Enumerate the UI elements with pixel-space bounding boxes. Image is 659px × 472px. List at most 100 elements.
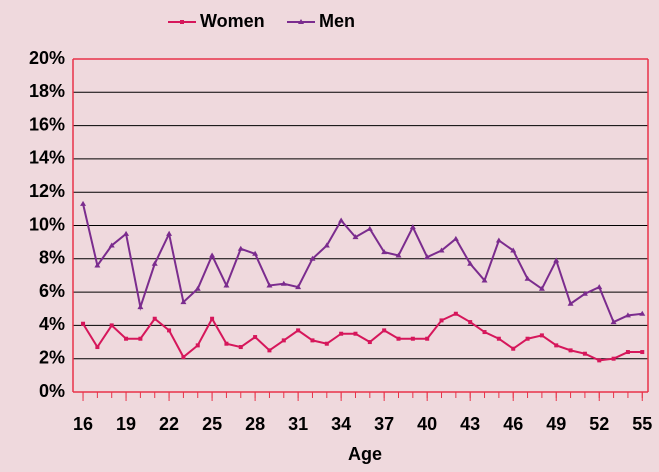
marker xyxy=(352,234,359,240)
marker xyxy=(554,343,559,348)
x-tick-label: 55 xyxy=(632,414,652,434)
marker xyxy=(296,328,301,333)
marker xyxy=(582,351,587,356)
marker xyxy=(396,336,401,341)
marker xyxy=(238,345,243,350)
marker xyxy=(381,249,388,255)
marker xyxy=(424,254,431,260)
marker xyxy=(467,260,474,266)
marker xyxy=(568,348,573,353)
marker xyxy=(167,328,172,333)
marker xyxy=(123,230,130,236)
marker xyxy=(538,285,545,291)
marker xyxy=(94,262,101,268)
x-tick-label: 37 xyxy=(374,414,394,434)
marker xyxy=(151,260,158,266)
marker xyxy=(138,336,143,341)
marker xyxy=(481,277,488,283)
y-tick-label: 14% xyxy=(29,148,65,168)
marker xyxy=(610,319,617,325)
x-axis-label: Age xyxy=(348,444,382,464)
marker xyxy=(210,316,215,321)
marker xyxy=(310,338,315,343)
y-tick-label: 20% xyxy=(29,48,65,68)
y-tick-label: 16% xyxy=(29,114,65,134)
marker xyxy=(295,284,302,290)
x-tick-label: 28 xyxy=(245,414,265,434)
marker xyxy=(439,318,444,323)
marker xyxy=(194,285,201,291)
legend-label: Men xyxy=(319,11,355,31)
y-tick-label: 8% xyxy=(39,248,65,268)
marker xyxy=(525,336,530,341)
y-tick-label: 4% xyxy=(39,314,65,334)
marker xyxy=(281,338,286,343)
marker xyxy=(237,245,244,251)
marker xyxy=(223,282,230,288)
marker xyxy=(410,336,415,341)
marker xyxy=(181,355,186,360)
marker xyxy=(482,330,487,335)
y-tick-label: 18% xyxy=(29,81,65,101)
x-tick-label: 49 xyxy=(546,414,566,434)
marker xyxy=(496,336,501,341)
marker xyxy=(267,348,272,353)
marker xyxy=(195,343,200,348)
marker xyxy=(495,237,502,243)
legend-label: Women xyxy=(200,11,265,31)
marker xyxy=(625,350,630,355)
marker xyxy=(353,331,358,336)
marker xyxy=(639,310,646,316)
marker xyxy=(366,225,373,231)
marker xyxy=(253,335,258,340)
marker xyxy=(109,323,114,328)
marker xyxy=(324,341,329,346)
marker xyxy=(597,358,602,363)
y-tick-label: 0% xyxy=(39,381,65,401)
marker xyxy=(166,230,173,236)
x-tick-label: 40 xyxy=(417,414,437,434)
marker xyxy=(338,217,345,223)
marker xyxy=(309,255,316,261)
marker xyxy=(581,290,588,296)
marker xyxy=(209,252,216,258)
marker xyxy=(180,299,187,305)
marker xyxy=(280,280,287,286)
x-tick-label: 22 xyxy=(159,414,179,434)
marker xyxy=(81,321,86,326)
y-tick-label: 10% xyxy=(29,214,65,234)
marker xyxy=(409,224,416,230)
y-tick-label: 2% xyxy=(39,347,65,367)
marker xyxy=(367,340,372,345)
series-line xyxy=(82,203,643,324)
marker xyxy=(553,257,560,263)
marker xyxy=(323,242,330,248)
x-tick-label: 34 xyxy=(331,414,351,434)
marker xyxy=(224,341,229,346)
x-tick-label: 43 xyxy=(460,414,480,434)
marker xyxy=(339,331,344,336)
marker xyxy=(124,336,129,341)
legend-marker xyxy=(180,20,184,24)
marker xyxy=(567,300,574,306)
marker xyxy=(511,346,516,351)
marker xyxy=(452,235,459,241)
marker xyxy=(80,200,87,206)
legend-marker xyxy=(298,19,304,24)
marker xyxy=(611,356,616,361)
marker xyxy=(266,282,273,288)
marker xyxy=(395,252,402,258)
y-tick-label: 6% xyxy=(39,281,65,301)
marker xyxy=(468,320,473,325)
marker xyxy=(524,275,531,281)
marker xyxy=(624,312,631,318)
x-tick-label: 52 xyxy=(589,414,609,434)
marker xyxy=(438,247,445,253)
marker xyxy=(137,304,144,310)
marker xyxy=(510,247,517,253)
marker xyxy=(382,328,387,333)
marker xyxy=(640,350,645,355)
x-tick-label: 46 xyxy=(503,414,523,434)
x-tick-label: 16 xyxy=(73,414,93,434)
